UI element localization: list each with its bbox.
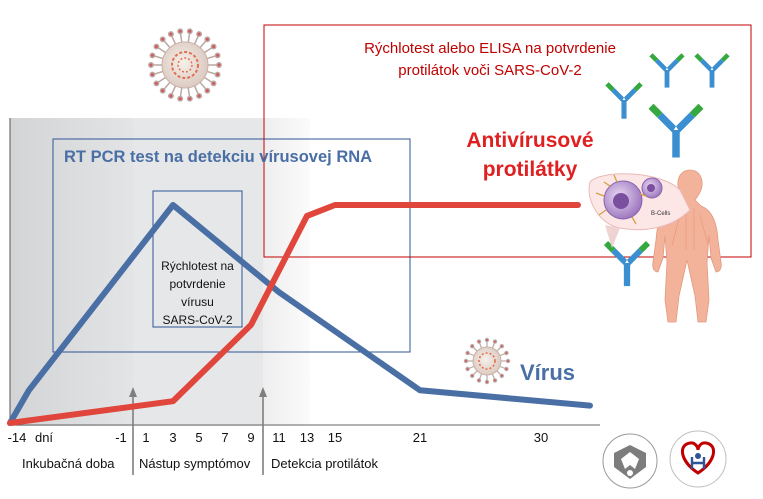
antibody-icon [605,82,643,119]
tick-label: dní [34,430,54,445]
virus-label: Vírus [520,360,576,385]
virus-curve [7,202,593,426]
antibodies-line-1: Antivírusové [466,129,594,152]
rapid-virus-test-label: Rýchlotest na potvrdenie vírusu SARS-CoV… [153,257,242,329]
tick-label: -14 [7,430,27,445]
incubation-period-band [10,118,133,426]
b-cells-icon [588,173,691,248]
rapid-virus-line-3: vírusu [181,295,214,309]
phase-antibody-detection: Detekcia protilátok [271,456,378,471]
biomedical-center-logo [669,430,727,488]
antibody-icon [648,103,704,158]
rt-pcr-box [52,138,411,353]
antibody-icon [603,240,651,287]
tick-label: 11 [272,430,286,445]
tick-label: 1 [142,430,150,445]
academy-logo [602,433,658,489]
tick-label: 5 [195,430,203,445]
antibody-test-line-2: protilátok voči SARS-CoV-2 [398,62,582,79]
phase-incubation: Inkubačná doba [22,456,115,471]
b-cells-label: B-Cells [651,211,670,217]
coronavirus-icon-small [463,337,511,385]
rapid-virus-line-2: potvrdenie [169,277,226,291]
antibody-icon [694,53,730,88]
antibody-icons [603,53,730,287]
antibody-icon [649,53,685,88]
tick-label: 13 [299,430,315,445]
tick-label: 3 [169,430,177,445]
tick-label: 7 [221,430,229,445]
coronavirus-icon-large [148,28,222,102]
phase-symptom-onset: Nástup symptómov [139,456,251,471]
tick-label: 21 [412,430,428,445]
antibody-curve [7,202,581,426]
tick-label: 30 [533,430,549,445]
antibody-detection-band [263,118,310,426]
antibody-detection-arrow [259,387,267,475]
rapid-virus-line-4: SARS-CoV-2 [162,313,233,327]
antibody-test-line-1: Rýchlotest alebo ELISA na potvrdenie [364,40,616,57]
antibody-test-label: Rýchlotest alebo ELISA na potvrdenie pro… [310,38,670,82]
tick-label: -1 [115,430,127,445]
rapid-virus-line-1: Rýchlotest na [161,259,234,273]
rt-pcr-title: RT PCR test na detekciu vírusovej RNA [64,148,373,166]
antibodies-line-2: protilátky [482,158,578,181]
antibody-test-box [263,24,752,258]
antibodies-label: Antivírusové protilátky [430,126,630,184]
tick-label: 15 [327,430,343,445]
tick-label: 9 [247,430,255,445]
